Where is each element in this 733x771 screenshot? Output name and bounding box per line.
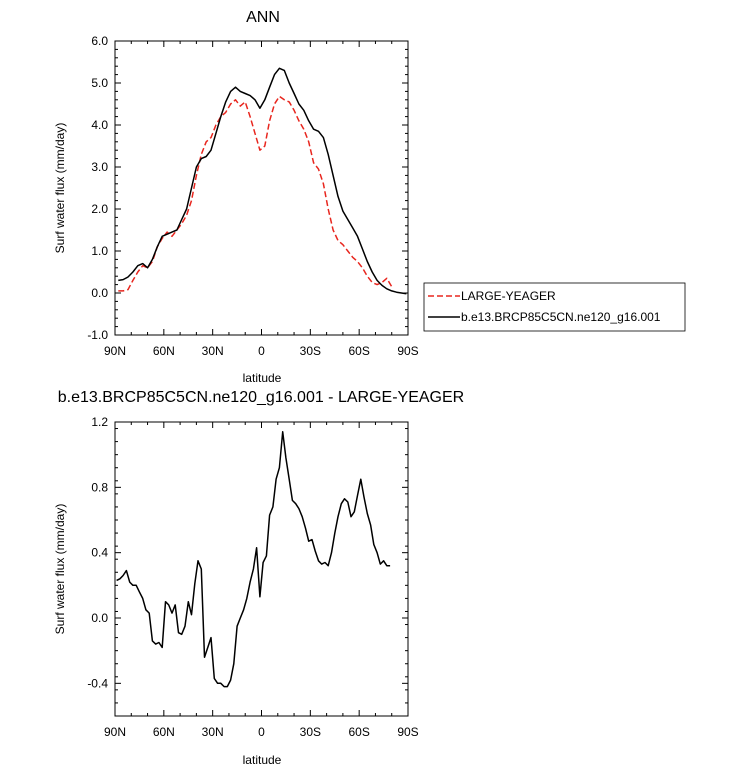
bottom-ytick-label: 0.8 [91, 480, 108, 494]
top-chart-ticks: 90N 60N 30N 0 30S 60S 90S -1.0 0.0 1.0 2.0 3.0 4.0 5.… [87, 34, 418, 358]
bottom-chart-xlabel: latitude [243, 753, 282, 767]
bottom-xtick-label: 30N [202, 725, 224, 739]
bottom-ytick-label: 0.4 [91, 546, 108, 560]
bottom-ytick-label: -0.4 [87, 676, 108, 690]
top-ytick-label: 1.0 [91, 244, 108, 258]
legend-box [423, 282, 686, 332]
bottom-ytick-label: 0.0 [91, 611, 108, 625]
legend-entry-brcp85: b.e13.BRCP85C5CN.ne120_g16.001 [461, 310, 661, 324]
top-xtick-label: 30N [202, 344, 224, 358]
top-ytick-label: 6.0 [91, 34, 108, 48]
bottom-xtick-label: 30S [300, 725, 321, 739]
bottom-ytick-label: 1.2 [91, 415, 108, 429]
top-xtick-label: 60S [348, 344, 369, 358]
top-xtick-label: 90N [104, 344, 126, 358]
legend: LARGE-YEAGER b.e13.BRCP85C5CN.ne120_g16.… [423, 282, 686, 332]
bottom-xtick-label: 0 [258, 725, 265, 739]
top-ytick-label: 5.0 [91, 76, 108, 90]
bottom-xtick-label: 90N [104, 725, 126, 739]
bottom-chart-ticks: 90N 60N 30N 0 30S 60S 90S -0.4 0.0 0.4 0.8 1.2 [87, 415, 418, 739]
bottom-series-line-0 [116, 431, 391, 688]
top-ytick-label: -1.0 [87, 328, 108, 342]
top-xtick-label: 0 [258, 344, 265, 358]
bottom-xtick-label: 60S [348, 725, 369, 739]
bottom-chart-frame [114, 421, 409, 717]
top-series-line-1 [118, 67, 407, 295]
top-chart-frame [114, 40, 409, 336]
bottom-chart-panel: b.e13.BRCP85C5CN.ne120_g16.001 - LARGE-Y… [53, 389, 464, 767]
top-chart-xlabel: latitude [243, 371, 282, 385]
bottom-chart-series [116, 431, 391, 688]
top-chart-panel: ANN 90N 60N 30N 0 30S 60S 90S -1.0 0.0 1.0 2.0 3.0 4… [53, 9, 419, 385]
legend-entry-large-yeager: LARGE-YEAGER [461, 289, 556, 303]
top-xtick-label: 90S [397, 344, 418, 358]
bottom-chart-ylabel: Surf water flux (mm/day) [53, 504, 67, 635]
top-chart-title: ANN [246, 9, 280, 26]
top-ytick-label: 4.0 [91, 118, 108, 132]
bottom-xtick-label: 90S [397, 725, 418, 739]
top-ytick-label: 0.0 [91, 286, 108, 300]
top-ytick-label: 3.0 [91, 160, 108, 174]
top-chart-ylabel: Surf water flux (mm/day) [53, 123, 67, 254]
bottom-chart-title: b.e13.BRCP85C5CN.ne120_g16.001 - LARGE-Y… [58, 389, 464, 406]
top-ytick-label: 2.0 [91, 202, 108, 216]
top-xtick-label: 30S [300, 344, 321, 358]
bottom-xtick-label: 60N [153, 725, 175, 739]
top-series-line-0 [118, 95, 393, 292]
top-chart-series [118, 67, 407, 295]
top-xtick-label: 60N [153, 344, 175, 358]
